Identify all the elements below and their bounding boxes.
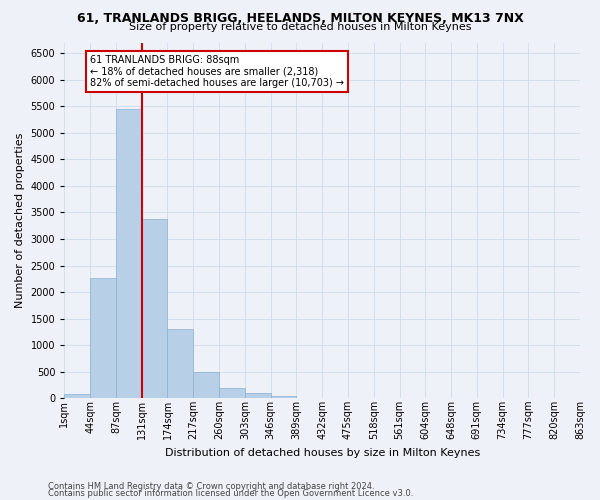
Bar [167, 328, 193, 398]
Text: 61 TRANLANDS BRIGG: 88sqm
← 18% of detached houses are smaller (2,318)
82% of se: 61 TRANLANDS BRIGG: 88sqm ← 18% of detac… [90, 55, 344, 88]
Text: Size of property relative to detached houses in Milton Keynes: Size of property relative to detached ho… [129, 22, 471, 32]
Bar [142, 219, 167, 398]
X-axis label: Distribution of detached houses by size in Milton Keynes: Distribution of detached houses by size … [164, 448, 480, 458]
Bar [219, 388, 245, 398]
Text: 61, TRANLANDS BRIGG, HEELANDS, MILTON KEYNES, MK13 7NX: 61, TRANLANDS BRIGG, HEELANDS, MILTON KE… [77, 12, 523, 26]
Text: Contains HM Land Registry data © Crown copyright and database right 2024.: Contains HM Land Registry data © Crown c… [48, 482, 374, 491]
Bar [245, 394, 271, 398]
Bar [193, 372, 219, 398]
Bar [116, 109, 142, 399]
Bar [271, 396, 296, 398]
Bar [64, 394, 90, 398]
Text: Contains public sector information licensed under the Open Government Licence v3: Contains public sector information licen… [48, 488, 413, 498]
Bar [90, 278, 116, 398]
Y-axis label: Number of detached properties: Number of detached properties [15, 132, 25, 308]
